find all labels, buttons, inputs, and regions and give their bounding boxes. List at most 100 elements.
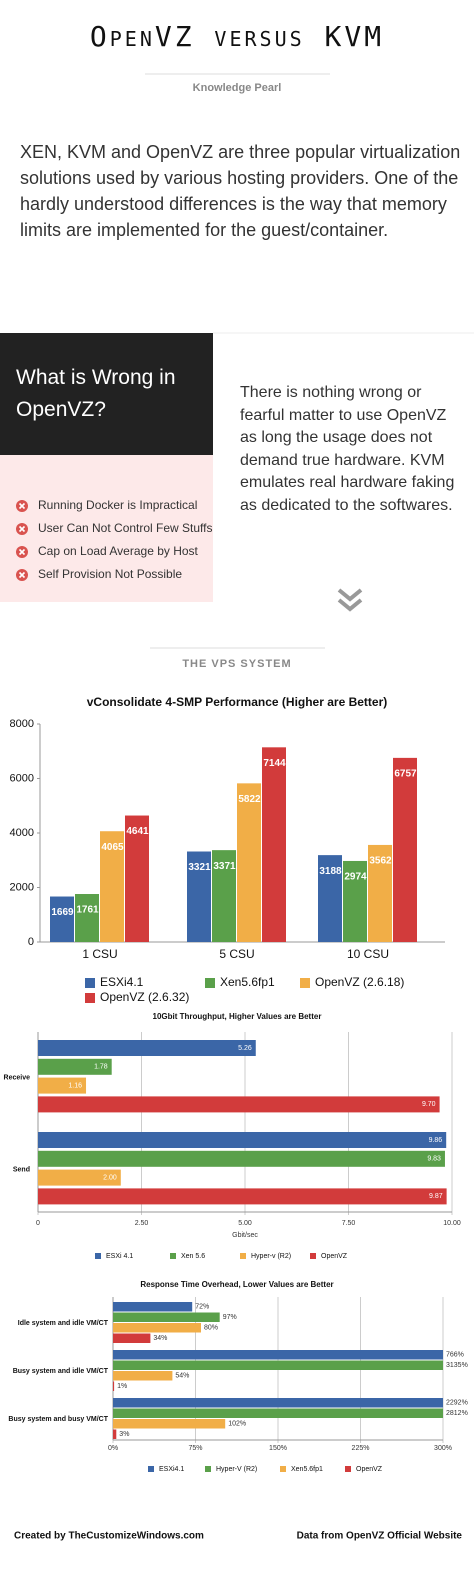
data-label: 80% <box>204 1325 218 1332</box>
x-tick-label: 225% <box>352 1445 370 1452</box>
chevron <box>337 588 363 612</box>
legend-label: Xen5.6fp1 <box>291 1466 323 1473</box>
data-label: 9.86 <box>429 1137 443 1144</box>
data-label: 72% <box>195 1304 209 1311</box>
x-tick-label: 2.50 <box>135 1220 149 1227</box>
legend-swatch <box>205 978 215 988</box>
bar <box>38 1169 121 1186</box>
bar <box>187 851 211 942</box>
y-tick-label: Receive <box>4 1074 31 1081</box>
legend-label: ESXi4.1 <box>159 1466 184 1473</box>
data-label: 97% <box>223 1314 237 1321</box>
data-label: 3371 <box>213 861 236 872</box>
x-axis-label: Gbit/sec <box>232 1232 258 1239</box>
plot <box>113 1302 443 1439</box>
data-label: 2292% <box>446 1400 468 1407</box>
y-tick-label: Busy system and idle VM/CT <box>13 1368 109 1375</box>
legend-swatch <box>280 1466 286 1472</box>
x-tick-label: 300% <box>434 1445 452 1452</box>
chart-title: 10Gbit Throughput, Higher Values are Bet… <box>153 1012 322 1021</box>
bar <box>113 1398 443 1408</box>
data-label: 3% <box>119 1431 129 1438</box>
bar <box>38 1150 445 1167</box>
data-label: 766% <box>446 1352 464 1359</box>
data-label: 3135% <box>446 1362 468 1369</box>
bar <box>368 844 392 942</box>
y-tick-label: 8000 <box>10 718 34 730</box>
pink-box <box>0 455 213 602</box>
bar <box>113 1323 201 1333</box>
data-label: 2812% <box>446 1410 468 1417</box>
legend-swatch <box>95 1253 101 1259</box>
legend-label: OpenVZ (2.6.32) <box>100 990 189 1004</box>
bar <box>38 1077 87 1094</box>
bar <box>38 1188 447 1205</box>
bar <box>38 1132 447 1148</box>
bar <box>113 1429 117 1439</box>
x-tick-label: 0% <box>108 1445 118 1452</box>
bar <box>113 1408 443 1418</box>
data-label: 1.16 <box>68 1082 82 1089</box>
legend-label: OpenVZ <box>356 1466 383 1473</box>
page-title: OpenVZ versus KVM <box>90 20 384 53</box>
subtitle: Knowledge Pearl <box>193 82 282 94</box>
y-tick-label: 6000 <box>10 772 34 784</box>
x-tick-label: 0 <box>36 1220 40 1227</box>
chart-title: vConsolidate 4-SMP Performance (Higher a… <box>87 695 388 709</box>
footer-right: Data from OpenVZ Official Website <box>297 1531 463 1542</box>
x-tick-label: 150% <box>269 1445 287 1452</box>
x-tick-label: 1 CSU <box>82 947 117 961</box>
data-label: 5.26 <box>238 1045 252 1052</box>
footer-left: Created by TheCustomizeWindows.com <box>14 1531 204 1542</box>
y-tick-label: 4000 <box>10 827 34 839</box>
legend-swatch <box>85 978 95 988</box>
x-icon <box>18 525 26 533</box>
bar <box>318 855 342 942</box>
bar <box>38 1058 112 1075</box>
bar <box>75 894 99 942</box>
list-item: Self Provision Not Possible <box>38 567 182 581</box>
bar <box>212 850 236 942</box>
bar <box>38 1096 440 1113</box>
legend-swatch <box>148 1466 154 1472</box>
data-label: 6757 <box>394 769 417 780</box>
bar <box>262 747 286 942</box>
data-label: 3188 <box>319 866 342 877</box>
data-label: 54% <box>175 1373 189 1380</box>
bar <box>113 1371 173 1381</box>
legend-label: Xen 5.6 <box>181 1253 205 1260</box>
legend-label: OpenVZ (2.6.18) <box>315 975 404 989</box>
x-tick-label: 7.50 <box>342 1220 356 1227</box>
data-label: 1669 <box>51 907 74 918</box>
legend-swatch <box>85 993 95 1003</box>
legend-label: OpenVZ <box>321 1253 348 1260</box>
data-label: 4065 <box>101 842 124 853</box>
data-label: 9.83 <box>427 1156 441 1163</box>
data-label: 1.78 <box>94 1064 108 1071</box>
data-label: 34% <box>153 1335 167 1342</box>
section-title: THE VPS SYSTEM <box>182 658 291 670</box>
legend-label: ESXi4.1 <box>100 975 144 989</box>
list-item: Running Docker is Impractical <box>38 498 197 512</box>
data-label: 3321 <box>188 862 211 873</box>
bar <box>237 783 261 942</box>
legend-swatch <box>310 1253 316 1259</box>
bar <box>38 1040 256 1056</box>
legend-swatch <box>345 1466 351 1472</box>
data-label: 9.70 <box>422 1101 436 1108</box>
legend-swatch <box>170 1253 176 1259</box>
bar <box>113 1333 151 1343</box>
data-label: 4641 <box>126 826 149 837</box>
x-tick-label: 10 CSU <box>347 947 389 961</box>
x-tick-label: 5.00 <box>238 1220 252 1227</box>
legend-swatch <box>205 1466 211 1472</box>
dark-box <box>0 333 213 455</box>
legend-label: Xen5.6fp1 <box>220 975 275 989</box>
legend-label: Hyper-v (R2) <box>251 1253 291 1260</box>
legend-label: ESXi 4.1 <box>106 1253 133 1260</box>
data-label: 102% <box>228 1421 246 1428</box>
data-label: 5822 <box>238 794 261 805</box>
x-icon <box>18 502 26 510</box>
